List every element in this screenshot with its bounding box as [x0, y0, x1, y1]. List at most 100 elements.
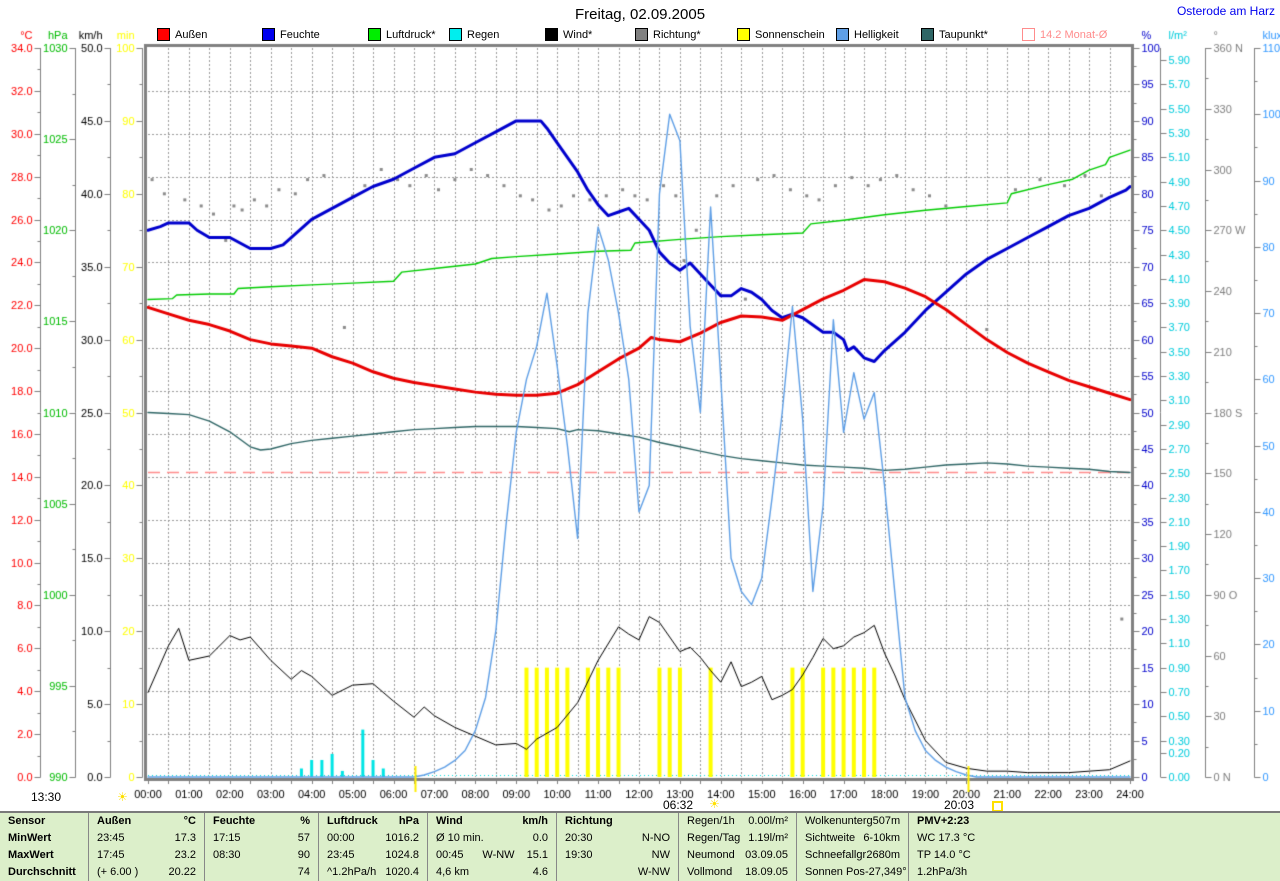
- table-cell: 03.09.05: [745, 849, 788, 861]
- table-cell: Regen/1h: [687, 815, 735, 827]
- table-column: Regen/1h 0.00l/m² Regen/Tag 1.19l/m² Neumond…: [678, 813, 796, 881]
- table-row: 00:00 1016.2: [319, 830, 427, 847]
- legend-swatch: [737, 28, 750, 41]
- table-row: Sonnen Pos -27,349°: [797, 864, 908, 881]
- table-row: 00:45 W-NW 15.1: [428, 847, 556, 864]
- table-cell: Sichtweite: [805, 832, 856, 844]
- table-row: Ø 10 min. 0.0: [428, 830, 556, 847]
- table-cell: Sensor: [8, 815, 46, 827]
- legend-swatch: [921, 28, 934, 41]
- table-row: 23:45 1024.8: [319, 847, 427, 864]
- table-cell: -27,349°: [864, 866, 907, 878]
- table-cell: 4.6: [532, 866, 548, 878]
- table-row: Schneefallgr 2680m: [797, 847, 908, 864]
- table-cell: Regen/Tag: [687, 832, 741, 844]
- table-cell: %: [300, 815, 310, 827]
- table-cell: km/h: [522, 815, 548, 827]
- sun-icon: ☀: [117, 790, 128, 804]
- table-cell: TP 14.0 °C: [917, 849, 971, 861]
- table-cell: 4,6 km: [436, 866, 470, 878]
- stats-table: Sensor MinWert MaxWert Durchschnitt Außen °C 2…: [0, 811, 1280, 881]
- table-cell: 23:45: [327, 849, 355, 861]
- table-cell: hPa: [398, 815, 419, 827]
- table-cell: Feuchte: [213, 815, 256, 827]
- table-cell: 0.0: [532, 832, 548, 844]
- table-cell: (+ 6.00 ): [97, 866, 139, 878]
- table-cell: 74: [297, 866, 310, 878]
- table-row: Wolkenunterg 507m: [797, 813, 908, 830]
- table-row: Neumond 03.09.05: [679, 847, 796, 864]
- table-cell: Wolkenunterg: [805, 815, 873, 827]
- legend-label: Richtung*: [653, 28, 701, 41]
- table-cell: Wind: [436, 815, 463, 827]
- table-cell: 507m: [872, 815, 901, 827]
- table-row: Regen/Tag 1.19l/m²: [679, 830, 796, 847]
- table-cell: Richtung: [565, 815, 613, 827]
- table-row: MaxWert: [0, 847, 88, 864]
- table-cell: Durchschnitt: [8, 866, 76, 878]
- table-cell: 17.3: [174, 832, 196, 844]
- table-column: Außen °C 23:45 17.3 17:45 23.2 (+ 6.00 ) 20.22: [88, 813, 204, 881]
- table-row: W-NW: [557, 864, 678, 881]
- table-cell: Ø 10 min.: [436, 832, 484, 844]
- table-cell: 15.1: [526, 849, 548, 861]
- legend-label: Wind*: [563, 28, 593, 41]
- table-row: 4,6 km 4.6: [428, 864, 556, 881]
- legend-item: Taupunkt*: [921, 28, 988, 41]
- table-cell: 57: [297, 832, 310, 844]
- legend-item: Außen: [157, 28, 207, 41]
- legend-item: Regen: [449, 28, 499, 41]
- table-column: PMV+2:23 WC 17.3 °C TP 14.0 °C 1.2hPa/3h: [908, 813, 1280, 881]
- legend-label: Taupunkt*: [939, 28, 988, 41]
- legend-label: Helligkeit: [854, 28, 899, 41]
- legend-label: Regen: [467, 28, 500, 41]
- legend-label: Außen: [175, 28, 208, 41]
- table-row: 74: [205, 864, 318, 881]
- table-column: Richtung 20:30 N-NO 19:30 NW W-NW: [556, 813, 678, 881]
- legend-swatch: [635, 28, 648, 41]
- legend-item: Helligkeit: [836, 28, 899, 41]
- table-cell: 90: [297, 849, 310, 861]
- legend-swatch: [368, 28, 381, 41]
- legend-item: Richtung*: [635, 28, 701, 41]
- table-cell: W-NW: [482, 849, 515, 861]
- legend-swatch: [545, 28, 558, 41]
- table-cell: N-NO: [641, 832, 670, 844]
- table-cell: Außen: [97, 815, 132, 827]
- table-column: Luftdruck hPa 00:00 1016.2 23:45 1024.8 ^1.2hP…: [318, 813, 427, 881]
- legend-label: Feuchte: [280, 28, 320, 41]
- table-cell: 23.2: [174, 849, 196, 861]
- table-row: ^1.2hPa/h 1020.4: [319, 864, 427, 881]
- table-cell: °C: [183, 815, 196, 827]
- table-cell: PMV+2:23: [917, 815, 970, 827]
- left-time-label: 13:30: [31, 790, 62, 804]
- table-row: (+ 6.00 ) 20.22: [89, 864, 204, 881]
- table-row: 23:45 17.3: [89, 830, 204, 847]
- table-row: Regen/1h 0.00l/m²: [679, 813, 796, 830]
- legend: Außen Feuchte Luftdruck* Regen Wind* Richtung…: [0, 28, 1280, 42]
- table-row: Wind km/h: [428, 813, 556, 830]
- legend-label: Luftdruck*: [386, 28, 436, 41]
- page-title: Freitag, 02.09.2005: [574, 6, 706, 23]
- legend-label: Sonnenschein: [755, 28, 825, 41]
- table-row: Feuchte%: [205, 813, 318, 830]
- table-cell: MaxWert: [8, 849, 54, 861]
- table-cell: 0.00l/m²: [748, 815, 788, 827]
- weather-chart-canvas: [0, 0, 1280, 810]
- legend-item: Wind*: [545, 28, 592, 41]
- table-cell: 18.09.05: [745, 866, 788, 878]
- table-row: Sensor: [0, 813, 88, 830]
- table-cell: 1020.4: [385, 866, 419, 878]
- table-column: Feuchte% 17:15 57 08:30 90 74: [204, 813, 318, 881]
- legend-swatch: [1022, 28, 1035, 41]
- table-row: 1.2hPa/3h: [909, 864, 1280, 881]
- table-row: 20:30 N-NO: [557, 830, 678, 847]
- table-cell: Vollmond: [687, 866, 733, 878]
- table-row: Luftdruck hPa: [319, 813, 427, 830]
- table-cell: 17:45: [97, 849, 125, 861]
- table-cell: MinWert: [8, 832, 52, 844]
- table-cell: NW: [651, 849, 670, 861]
- table-row: TP 14.0 °C: [909, 847, 1280, 864]
- table-cell: 00:45: [436, 849, 464, 861]
- table-cell: W-NW: [637, 866, 670, 878]
